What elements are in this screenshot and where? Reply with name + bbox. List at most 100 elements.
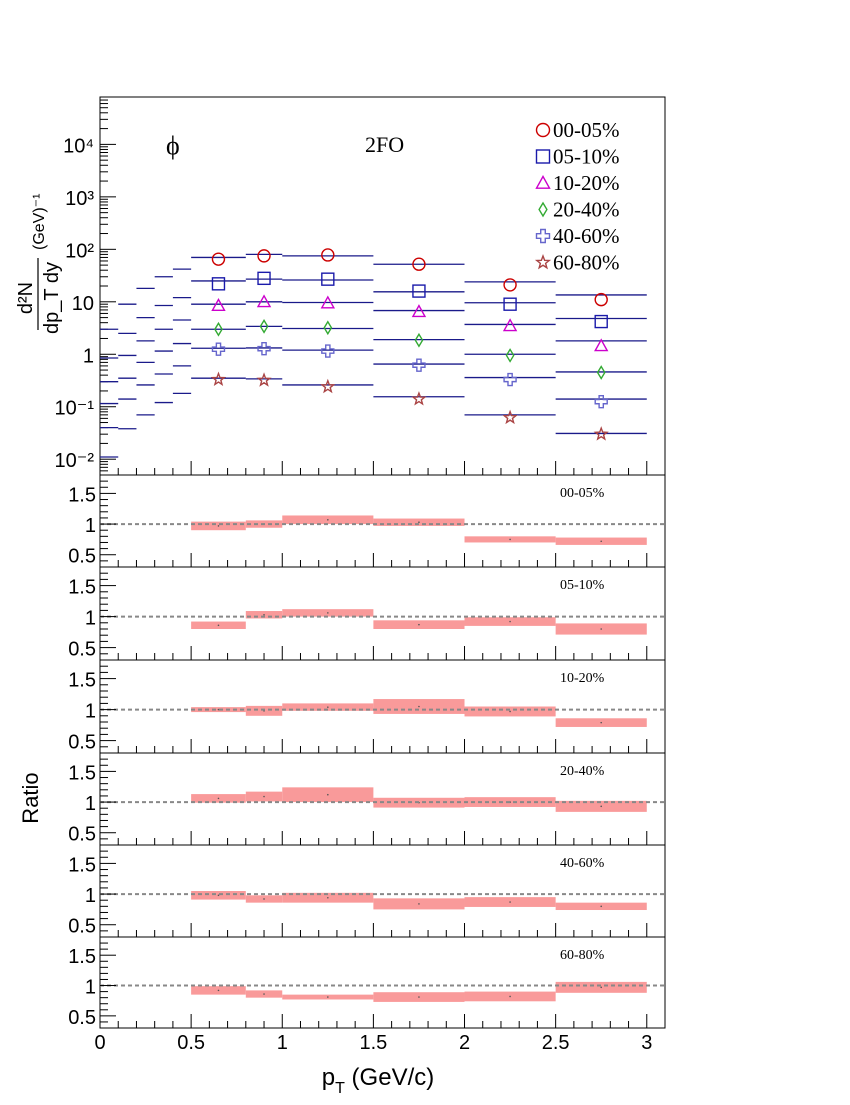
y-tick-label: 10⁻²	[55, 450, 95, 472]
ratio-panel-label: 60-80%	[560, 948, 605, 963]
data-point-star	[502, 409, 518, 425]
ratio-panel-frame	[99, 936, 666, 1029]
y-title-denominator: dp_T dy	[41, 262, 63, 334]
legend-marker-triangle	[535, 175, 551, 189]
y-title-unit: (GeV)⁻¹	[31, 194, 48, 250]
ratio-point	[509, 620, 511, 623]
ratio-point	[263, 898, 265, 900]
data-point-triangle	[502, 318, 518, 332]
ratio-point	[509, 710, 511, 713]
ratio-point	[509, 995, 511, 998]
data-point-circle	[594, 292, 608, 307]
legend-label: 40-60%	[553, 224, 620, 248]
ratio-y-tick-label: 1.5	[68, 670, 96, 692]
y-title-numerator: d²N	[15, 282, 37, 314]
data-point-circle	[211, 252, 226, 266]
particle-label: ϕ	[166, 131, 180, 160]
x-tick-label: 2.5	[542, 1032, 570, 1054]
data-point-star	[210, 371, 227, 386]
ratio-point	[600, 986, 603, 989]
legend-label: 20-40%	[553, 198, 620, 222]
x-tick-label: 3	[641, 1032, 652, 1054]
ratio-y-tick-label: 1	[85, 701, 96, 723]
data-point-circle	[412, 257, 426, 271]
x-tick-label: 0.5	[177, 1032, 205, 1054]
data-point-square	[321, 272, 335, 286]
data-point-circle	[321, 248, 335, 262]
ratio-point	[418, 903, 420, 905]
ratio-point	[418, 521, 420, 524]
legend-label: 05-10%	[553, 145, 620, 169]
ratio-y-tick-label: 1	[85, 515, 96, 537]
ratio-panel-label: 00-05%	[560, 486, 605, 501]
ratio-panel-label: 10-20%	[560, 671, 605, 686]
data-point-triangle	[320, 295, 336, 309]
ratio-point	[263, 795, 265, 798]
data-point-star	[593, 426, 609, 441]
ratio-panel-label: 20-40%	[560, 764, 605, 779]
ratio-point	[418, 705, 420, 708]
legend-marker-circle	[535, 122, 551, 138]
ratio-y-tick-label: 1.5	[68, 484, 96, 506]
data-point-square	[257, 271, 271, 286]
ratio-y-tick-label: 1.5	[68, 854, 96, 876]
ratio-point	[600, 721, 603, 724]
ratio-point	[263, 613, 265, 616]
data-point-square	[211, 277, 226, 291]
ratio-point	[418, 623, 420, 626]
data-point-square	[503, 297, 517, 311]
legend-label: 60-80%	[553, 251, 620, 275]
legend-marker-star	[534, 253, 552, 270]
ratio-y-tick-label: 1.5	[68, 577, 96, 599]
data-point-triangle	[256, 294, 272, 308]
data-point-square	[594, 314, 608, 329]
ratio-panel-label: 05-10%	[560, 578, 605, 593]
x-tick-label: 0	[94, 1032, 105, 1054]
ratio-y-tick-label: 0.5	[68, 546, 96, 568]
ratio-point	[327, 518, 329, 521]
y-tick-label: 10	[72, 293, 94, 315]
legend-label: 00-05%	[553, 118, 620, 142]
x-title-sub: T	[335, 1080, 345, 1097]
axis-labels: ϕ 2FO Ratio	[18, 131, 404, 824]
ratio-point	[327, 996, 329, 998]
data-point-circle	[503, 278, 517, 292]
ratio-panels: 0.5 1 1.5 00-05% 0.5 1 1.5 05-10% 0.5 1 1.5 10-20% 0…	[68, 474, 666, 1097]
ratio-point	[509, 901, 511, 903]
ratio-point	[600, 905, 603, 908]
ratio-axis-title: Ratio	[18, 772, 43, 823]
x-axis-title: pT (GeV/c)	[322, 1064, 434, 1097]
ratio-panel-label: 40-60%	[560, 856, 605, 871]
ratio-point	[217, 624, 220, 627]
ratio-y-tick-label: 0.5	[68, 824, 96, 846]
data-point-star	[256, 372, 272, 387]
legend-marker-diamond	[538, 201, 548, 218]
y-tick-label: 1	[83, 345, 94, 367]
ratio-point	[509, 538, 511, 541]
ratio-point	[600, 805, 603, 808]
ratio-point	[263, 993, 265, 995]
y-tick-label: 10³	[65, 188, 94, 210]
ratio-y-tick-label: 1	[85, 793, 96, 815]
ratio-y-tick-label: 1	[85, 885, 96, 907]
data-point-diamond	[259, 319, 269, 334]
y-tick-label: 10⁴	[63, 135, 94, 157]
x-tick-label: 1.5	[359, 1032, 387, 1054]
ratio-y-tick-label: 1.5	[68, 946, 96, 968]
spectra-panel: 10⁻² 10⁻¹ 1 10 10² 10³ 10⁴ d²N dp_T dy (GeV)⁻¹ 00-…	[15, 96, 666, 476]
x-tick-label: 2	[459, 1032, 470, 1054]
data-point-diamond	[505, 348, 515, 363]
ratio-y-tick-label: 1	[85, 608, 96, 630]
data-point-diamond	[214, 321, 223, 337]
data-point-cross	[503, 372, 517, 387]
data-point-triangle	[411, 304, 427, 318]
x-title-unit: (GeV/c)	[345, 1064, 434, 1091]
ratio-point	[217, 894, 220, 897]
data-point-cross	[412, 358, 426, 372]
data-point-triangle	[594, 338, 609, 352]
legend-marker-square	[535, 149, 551, 164]
ratio-point	[327, 896, 329, 899]
ratio-point	[600, 628, 603, 630]
legend-label: 10-20%	[553, 171, 620, 195]
